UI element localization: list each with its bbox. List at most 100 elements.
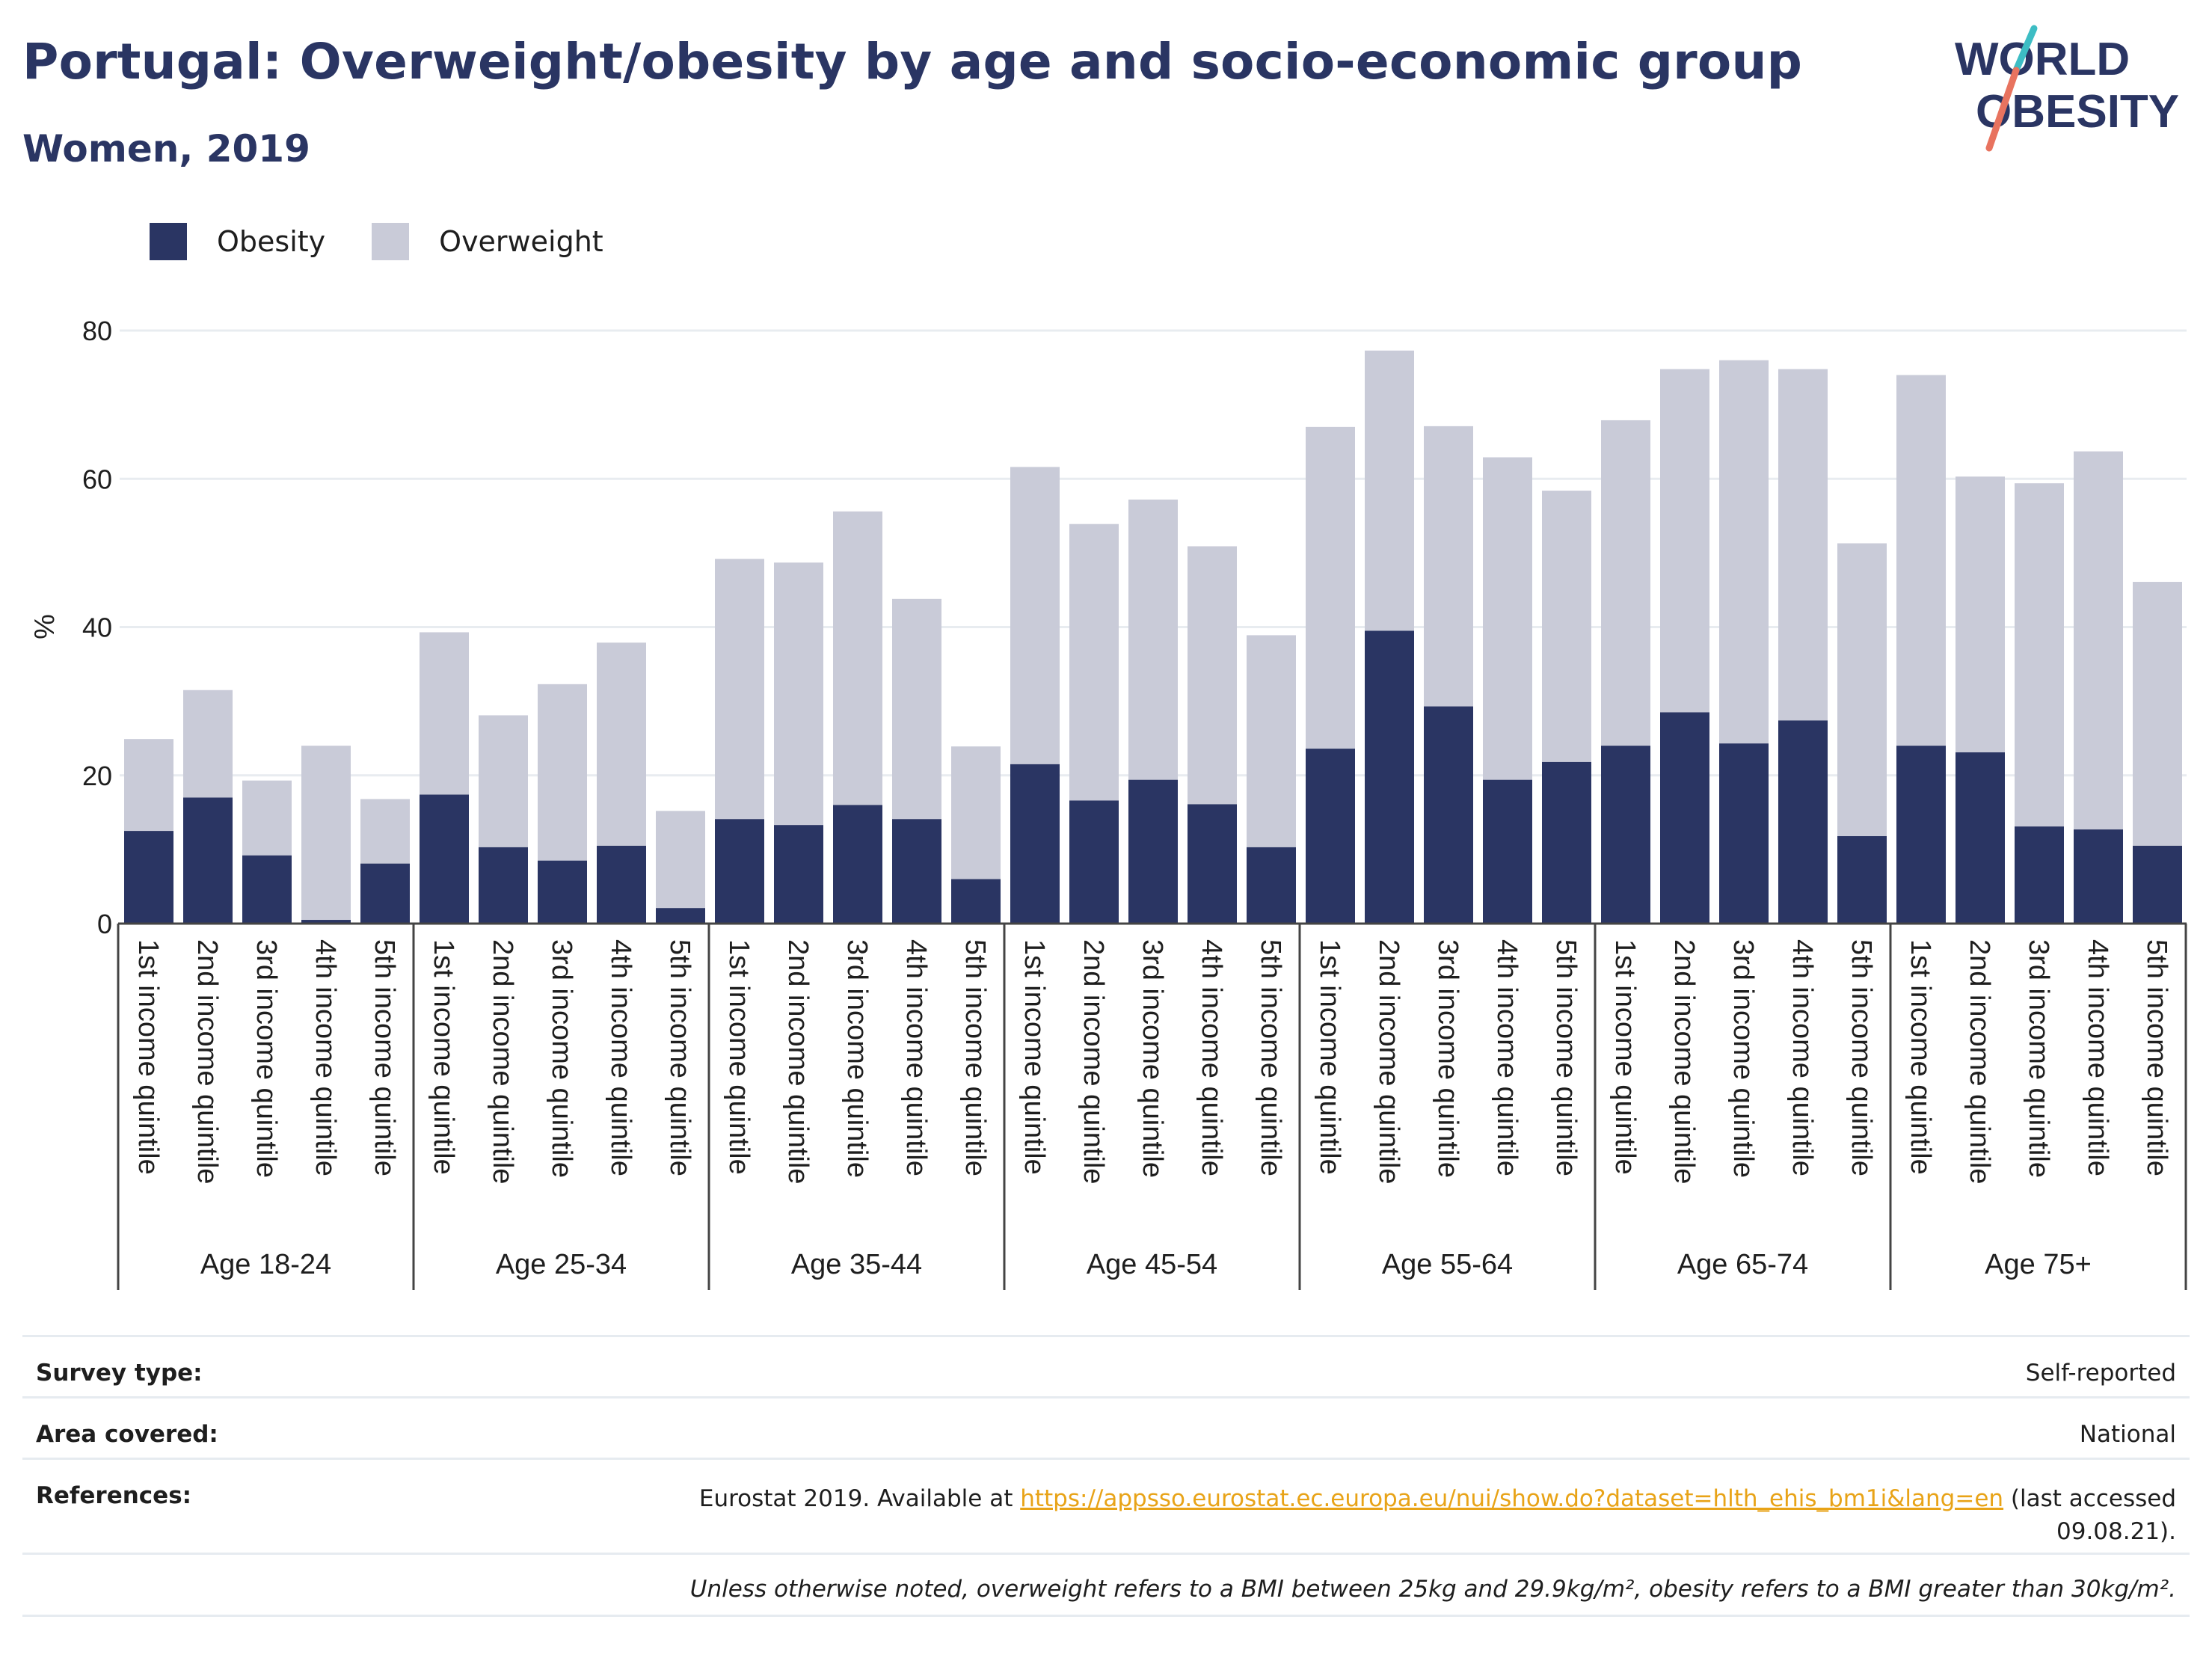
bar-obesity [183,797,233,924]
logo-slash-teal [2012,25,2038,74]
info-row-survey: Survey type: Self-reported [22,1335,2190,1397]
x-tick-label: 2nd income quintile [1668,939,1700,1184]
info-row-references: References: Eurostat 2019. Available at … [22,1458,2190,1553]
x-tick-label: 3rd income quintile [251,939,282,1178]
bar-overweight [1896,375,1946,746]
bar-overweight [242,780,292,856]
bar-overweight [1247,635,1296,847]
bar-obesity [1837,836,1887,924]
bar-overweight [538,684,587,861]
x-tick-label: 5th income quintile [2141,939,2172,1176]
bar-overweight [360,799,410,864]
x-tick-label: 3rd income quintile [1727,939,1759,1178]
info-row-footnote: Unless otherwise noted, overweight refer… [22,1553,2190,1617]
survey-label: Survey type: [36,1360,203,1387]
bar-obesity [1956,752,2005,924]
bar-overweight [420,632,469,795]
bar-obesity [360,863,410,924]
group-label: Age 45-54 [1087,1249,1217,1280]
bar-overweight [656,811,705,909]
bar-overweight [301,746,351,921]
footnote: Unless otherwise noted, overweight refer… [689,1576,2176,1603]
x-tick-label: 3rd income quintile [546,939,577,1178]
x-tick-label: 3rd income quintile [1137,939,1168,1178]
x-tick-label: 2nd income quintile [487,939,518,1184]
logo-slash-coral [1985,67,2020,152]
legend-label-overweight: Overweight [439,225,603,258]
bar-overweight [479,715,528,847]
chart-subtitle: Women, 2019 [22,127,310,171]
x-tick-label: 1st income quintile [1905,939,1936,1175]
x-tick-label: 4th income quintile [2082,939,2113,1176]
x-tick-label: 4th income quintile [900,939,932,1176]
x-tick-label: 5th income quintile [959,939,991,1176]
bar-obesity [715,819,764,924]
references-suffix: (last accessed [2010,1485,2176,1512]
references-label: References: [36,1482,192,1509]
x-tick-label: 1st income quintile [1609,939,1641,1175]
references-date: 09.08.21). [2056,1518,2176,1545]
group-label: Age 65-74 [1677,1249,1808,1280]
legend-label-obesity: Obesity [217,225,326,258]
x-tick-label: 2nd income quintile [1373,939,1404,1184]
bar-obesity [892,819,941,924]
bar-overweight [1483,457,1532,780]
info-row-area: Area covered: National [22,1396,2190,1458]
bar-overweight [1778,369,1828,721]
bar-obesity [1128,779,1178,924]
bar-overweight [2074,451,2123,830]
bar-obesity [1306,749,1355,924]
bar-overweight [597,642,646,846]
bar-obesity [656,908,705,924]
bars [124,350,2182,924]
bar-obesity [1365,630,1414,924]
bar-obesity [1247,847,1296,924]
x-tick-label: 1st income quintile [1019,939,1050,1175]
survey-value: Self-reported [2025,1360,2176,1387]
legend-swatch-overweight [372,223,410,260]
bar-obesity [833,805,882,924]
chart-legend: Obesity Overweight [150,223,650,260]
bar-obesity [1896,746,1946,924]
bar-obesity [597,845,646,924]
bar-overweight [1424,426,1473,707]
bar-overweight [951,746,1001,879]
bar-obesity [538,860,587,924]
references-prefix: Eurostat 2019. Available at [698,1485,1013,1512]
y-tick-label: 60 [82,464,112,494]
bar-obesity [1778,720,1828,924]
bar-overweight [1069,523,1119,801]
area-label: Area covered: [36,1421,218,1448]
x-tick-label: 5th income quintile [1255,939,1286,1176]
y-tick-labels: 0 20 40 60 80 [82,316,112,939]
x-tick-label: 3rd income quintile [841,939,873,1178]
bar-obesity [1483,779,1532,924]
bar-obesity [1660,712,1709,924]
legend-item-obesity: Obesity [150,223,325,260]
references-link[interactable]: https://appsso.eurostat.ec.europa.eu/nui… [1020,1485,2004,1512]
bar-overweight [1188,546,1237,805]
y-tick-label: 20 [82,761,112,791]
bar-overweight [1365,350,1414,631]
x-tick-label: 2nd income quintile [1964,939,1995,1184]
x-tick-label: 4th income quintile [310,939,341,1176]
x-tick-label: 4th income quintile [1491,939,1523,1176]
bar-overweight [774,562,823,826]
x-tick-label: 1st income quintile [1314,939,1345,1175]
bar-obesity [1601,746,1650,924]
bar-overweight [124,739,173,832]
bar-obesity [479,847,528,924]
bar-overweight [892,598,941,820]
x-tick-label: 5th income quintile [664,939,695,1176]
bar-obesity [774,825,823,924]
bar-obesity [1010,764,1060,924]
group-label: Age 55-64 [1382,1249,1513,1280]
x-tick-label: 1st income quintile [132,939,164,1175]
bar-overweight [1010,467,1060,764]
x-tick-label: 2nd income quintile [1078,939,1109,1184]
bar-obesity [2133,845,2182,924]
group-labels: Age 18-24 Age 25-34 Age 35-44 Age 45-54 Age … [117,922,2187,1290]
bar-obesity [242,855,292,924]
logo-line1: WORLD [1955,34,2130,85]
chart-title: Portugal: Overweight/obesity by age and … [22,33,1803,90]
